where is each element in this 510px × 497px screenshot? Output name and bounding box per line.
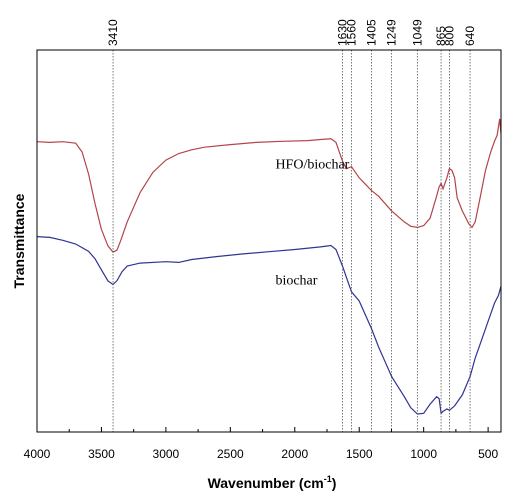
peak-label-1249: 1249 <box>385 19 399 46</box>
x-tick-label: 2000 <box>281 447 308 461</box>
plot-frame <box>36 49 502 433</box>
series-line-2 <box>36 236 502 415</box>
peak-label-1630: 1630 <box>335 19 349 46</box>
x-axis-title-superscript: -1 <box>324 474 332 484</box>
peak-label-865: 865 <box>434 26 448 46</box>
series-label-2: biochar <box>275 273 317 288</box>
x-tick-label: 1500 <box>346 447 373 461</box>
peak-reference-lines <box>112 50 471 432</box>
peak-label-3410: 3410 <box>106 19 120 46</box>
x-tick-label: 500 <box>478 447 498 461</box>
peak-label-800: 800 <box>442 26 456 46</box>
series-line-1 <box>36 118 502 253</box>
x-axis-ticks: 4000 3500 3000 2500 2000 1500 1000 500 <box>24 427 498 461</box>
x-tick-label: 4000 <box>24 447 51 461</box>
x-tick-label: 2500 <box>217 447 244 461</box>
x-tick-label: 3000 <box>153 447 180 461</box>
peak-label-1049: 1049 <box>410 19 424 46</box>
series-label-1: HFO/biochar <box>275 158 349 173</box>
peak-label-1405: 1405 <box>364 19 378 46</box>
x-axis-title-tail: ) <box>332 475 337 491</box>
peak-label-1560: 1560 <box>344 19 358 46</box>
x-tick-label: 3500 <box>88 447 115 461</box>
y-axis-title: Transmittance <box>11 193 27 288</box>
x-axis-title: Wavenumber (cm-1) <box>208 474 337 491</box>
x-tick-label: 1000 <box>410 447 437 461</box>
series-lines <box>36 118 502 415</box>
peak-label-640: 640 <box>463 26 477 46</box>
series-annotations: HFO/biochar biochar <box>275 158 349 289</box>
